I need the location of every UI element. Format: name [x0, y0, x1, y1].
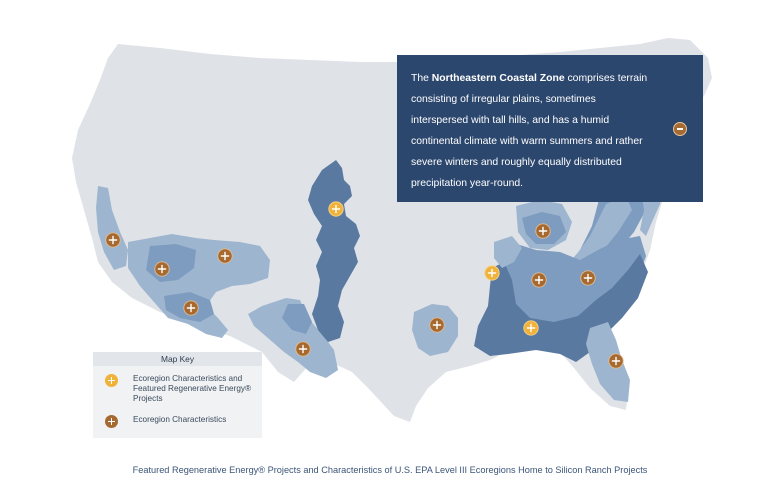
- ecoregion-west-texas: [248, 298, 338, 378]
- minus-circle-icon[interactable]: [673, 122, 687, 136]
- marker-west-texas[interactable]: [295, 341, 311, 357]
- marker-florida[interactable]: [608, 353, 624, 369]
- map-key-item-featured: Ecoregion Characteristics and Featured R…: [105, 374, 251, 404]
- map-key: Map Key Ecoregion Characteristics and Fe…: [93, 352, 262, 438]
- info-description: comprises terrain consisting of irregula…: [411, 73, 648, 189]
- marker-southern-nevada[interactable]: [154, 261, 170, 277]
- marker-utah[interactable]: [217, 248, 233, 264]
- info-zone-name: Northeastern Coastal Zone: [431, 73, 565, 84]
- plus-circle-icon: [105, 415, 118, 428]
- marker-east-texas[interactable]: [429, 317, 445, 333]
- marker-ohio-valley[interactable]: [535, 223, 551, 239]
- map-key-item-ecoregion: Ecoregion Characteristics: [105, 415, 226, 428]
- map-key-label-featured: Ecoregion Characteristics and Featured R…: [133, 374, 251, 403]
- ecoregion-california: [96, 186, 128, 270]
- marker-california[interactable]: [105, 232, 121, 248]
- marker-tennessee[interactable]: [531, 272, 547, 288]
- marker-great-plains[interactable]: [328, 201, 344, 217]
- ecoregion-great-plains: [308, 160, 360, 342]
- map-caption: Featured Regenerative Energy® Projects a…: [132, 465, 648, 475]
- marker-layer: [105, 201, 624, 369]
- ecoregion-edwards-plateau: [282, 304, 312, 334]
- map-key-title: Map Key: [93, 352, 262, 366]
- plus-circle-icon: [105, 374, 118, 387]
- map-key-label-ecoregion: Ecoregion Characteristics: [133, 415, 227, 424]
- marker-gulf-coast[interactable]: [523, 320, 539, 336]
- ecoregion-florida: [586, 322, 630, 402]
- marker-arizona[interactable]: [183, 300, 199, 316]
- marker-carolinas[interactable]: [580, 270, 596, 286]
- ecoregion-mid-south: [494, 236, 522, 268]
- info-intro: The: [411, 73, 432, 84]
- marker-mid-south[interactable]: [484, 265, 500, 281]
- ecoregion-info-panel: The Northeastern Coastal Zone comprises …: [397, 55, 703, 202]
